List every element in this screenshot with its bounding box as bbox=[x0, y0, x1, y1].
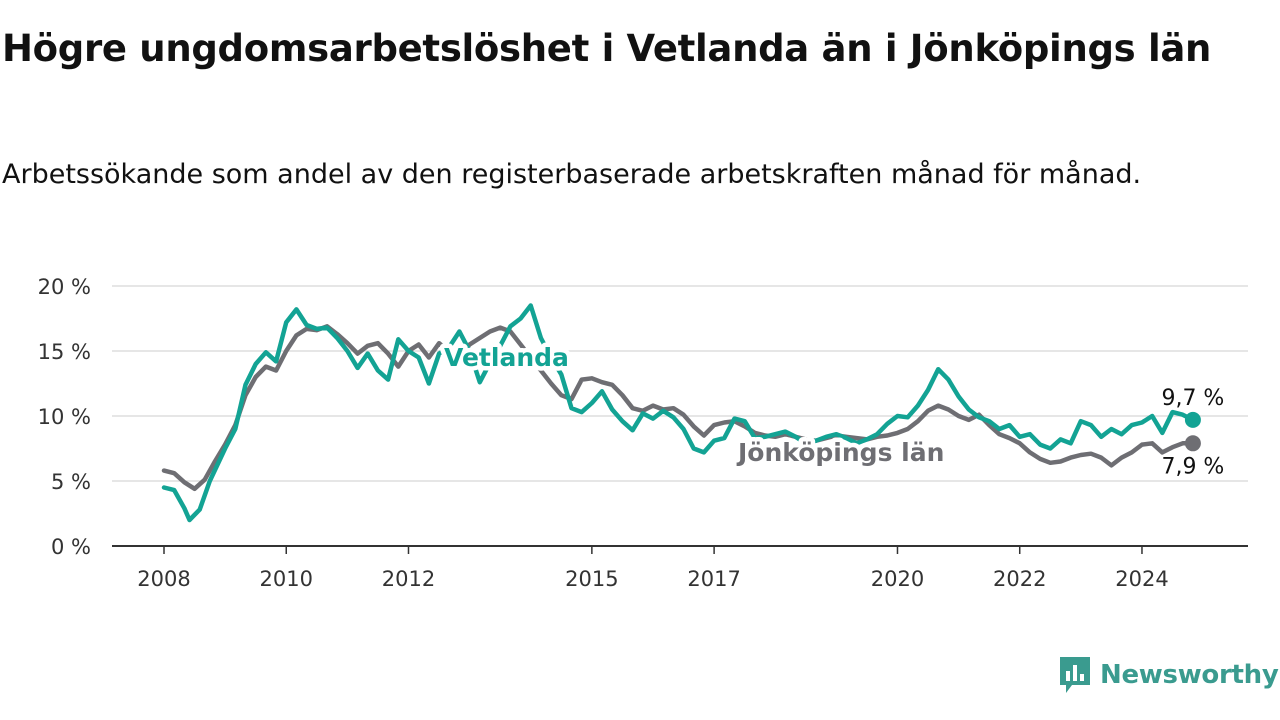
end-dot-jönköpings-län bbox=[1184, 435, 1201, 452]
y-tick-label: 20 % bbox=[38, 275, 91, 299]
x-tick-label: 2015 bbox=[565, 567, 618, 591]
brand-name: Newsworthy bbox=[1100, 660, 1279, 690]
series-label-halo-vetlanda: Vetlanda bbox=[444, 343, 569, 372]
series-label-vetlanda: Vetlanda bbox=[444, 343, 569, 372]
series-line-jönköpings-län bbox=[161, 324, 1196, 492]
series-label-jönköpings-län: Jönköpings län bbox=[736, 438, 944, 467]
x-tick-label: 2008 bbox=[137, 567, 190, 591]
chart-subtitle: Arbetssökande som andel av den registerb… bbox=[2, 159, 1142, 190]
x-tick-label: 2017 bbox=[687, 567, 740, 591]
y-tick-label: 5 % bbox=[51, 470, 91, 494]
x-tick-label: 2010 bbox=[260, 567, 313, 591]
y-tick-label: 0 % bbox=[51, 535, 91, 559]
x-tick-label: 2012 bbox=[382, 567, 435, 591]
newsworthy-brand: Newsworthy bbox=[1058, 655, 1279, 695]
y-tick-label: 10 % bbox=[38, 405, 91, 429]
end-dot-vetlanda bbox=[1184, 411, 1201, 428]
end-label-vetlanda: 9,7 % bbox=[1161, 386, 1224, 411]
newsworthy-logo-icon bbox=[1060, 657, 1090, 693]
y-tick-label: 15 % bbox=[38, 340, 91, 364]
x-tick-label: 2022 bbox=[993, 567, 1046, 591]
x-tick-label: 2020 bbox=[871, 567, 924, 591]
x-tick-label: 2024 bbox=[1115, 567, 1168, 591]
end-label-jönköpings-län: 7,9 % bbox=[1161, 454, 1224, 479]
series-label-halo-jönköpings-län: Jönköpings län bbox=[736, 438, 944, 467]
series-line-vetlanda bbox=[161, 303, 1196, 523]
chart-title: Högre ungdomsarbetslöshet i Vetlanda än … bbox=[2, 27, 1212, 70]
